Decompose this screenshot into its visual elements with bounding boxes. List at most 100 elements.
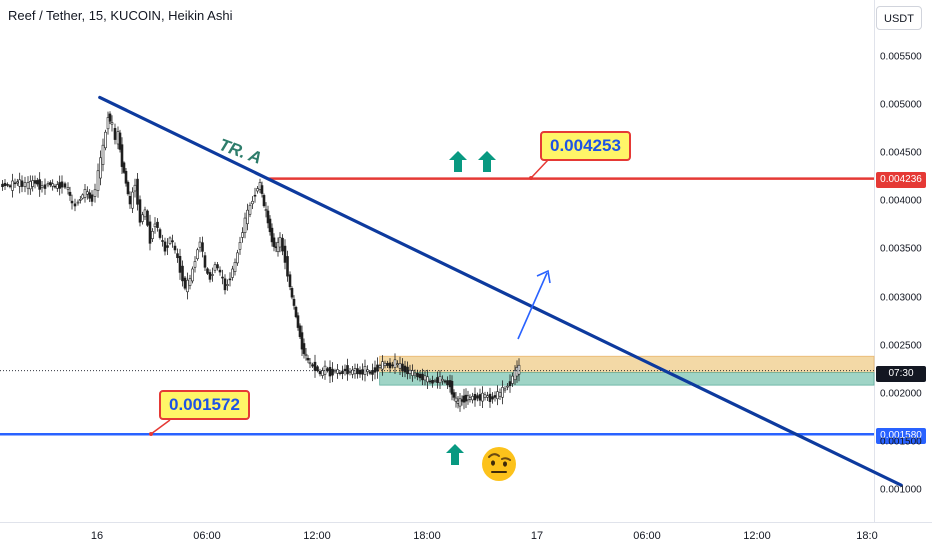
candle-body xyxy=(373,367,377,373)
candle-body xyxy=(124,170,128,184)
candle-body xyxy=(104,131,107,149)
candle-body xyxy=(203,255,207,268)
candle-body xyxy=(43,184,47,189)
candle-body xyxy=(66,187,70,190)
candle-body xyxy=(454,397,458,402)
candle-body xyxy=(49,182,52,186)
up-arrow-icon xyxy=(446,444,464,465)
candle-body xyxy=(302,343,306,354)
candle-body xyxy=(401,363,404,372)
candle-body xyxy=(398,363,402,369)
candle-body xyxy=(213,264,217,271)
candle-body xyxy=(106,117,110,130)
candle-body xyxy=(153,223,157,228)
candle-body xyxy=(418,373,422,379)
candle-body xyxy=(193,261,197,268)
candle-body xyxy=(96,170,100,191)
currency-button[interactable]: USDT xyxy=(876,6,922,30)
candle-body xyxy=(40,185,44,189)
support-callout: 0.001572 xyxy=(159,390,250,420)
candle-body xyxy=(468,397,472,400)
candle-body xyxy=(122,162,126,173)
candle-body xyxy=(1,183,4,188)
candle-body xyxy=(236,252,239,264)
candle-body xyxy=(508,381,512,387)
zone-lower xyxy=(379,372,875,386)
candle-body xyxy=(31,180,34,187)
candle-body xyxy=(286,256,289,277)
up-arrow-icon xyxy=(478,151,496,172)
candle-body xyxy=(388,362,392,369)
x-tick-label: 16 xyxy=(90,530,104,542)
candle-body xyxy=(346,365,349,375)
y-tick-label: 0.005000 xyxy=(880,99,922,111)
resistance-callout-pointer xyxy=(530,159,549,179)
x-tick-label: 06:00 xyxy=(633,530,661,542)
candle-body xyxy=(116,131,120,145)
candle-body xyxy=(358,369,362,375)
x-tick-label: 12:00 xyxy=(743,530,771,542)
candle-body xyxy=(496,391,499,400)
candle-body xyxy=(478,394,482,401)
candle-body xyxy=(26,182,30,189)
candle-body xyxy=(483,394,487,398)
candle-body xyxy=(393,359,397,368)
y-tick-label: 0.003500 xyxy=(880,243,922,255)
x-tick-label: 17 xyxy=(530,530,544,542)
projection-arrow xyxy=(517,272,548,340)
candle-body xyxy=(201,242,204,252)
candle-body xyxy=(238,242,242,250)
candle-body xyxy=(218,269,222,273)
candle-body xyxy=(268,218,272,233)
x-tick-label: 06:00 xyxy=(193,530,221,542)
candle-body xyxy=(33,180,37,184)
candle-body xyxy=(18,179,21,187)
candle-body xyxy=(126,182,130,195)
candle-body xyxy=(446,380,449,386)
candle-body xyxy=(3,182,7,187)
candle-body xyxy=(86,191,89,195)
candle-body xyxy=(278,237,282,248)
candle-body xyxy=(211,274,214,276)
candle-body xyxy=(331,368,334,376)
candle-body xyxy=(438,376,442,384)
candle-body xyxy=(341,370,344,374)
candle-body xyxy=(216,264,219,269)
support-callout-pointer xyxy=(150,419,171,435)
candle-body xyxy=(368,371,372,374)
candle-body xyxy=(133,184,137,192)
candle-body xyxy=(296,315,300,328)
candle-body xyxy=(228,278,232,281)
candle-body xyxy=(356,368,359,375)
candle-body xyxy=(481,392,484,402)
candle-body xyxy=(143,209,147,218)
candle-body xyxy=(491,396,494,400)
candle-body xyxy=(90,194,94,202)
candle-body xyxy=(386,363,389,366)
candle-body xyxy=(168,237,172,244)
candle-body xyxy=(81,194,84,199)
zone-upper xyxy=(379,355,875,374)
candle-body xyxy=(311,364,314,367)
candle-body xyxy=(136,178,139,205)
candle-body xyxy=(423,375,427,381)
candle-body xyxy=(226,284,229,286)
candle-body xyxy=(517,364,521,375)
candle-body xyxy=(313,361,317,371)
candle-body xyxy=(476,395,479,399)
candle-body xyxy=(56,184,59,189)
y-tick-label: 0.001500 xyxy=(880,436,922,448)
candle-body xyxy=(118,132,122,150)
candle-body xyxy=(333,370,337,373)
candle-body xyxy=(452,392,456,398)
candle-body xyxy=(233,262,237,272)
candle-body xyxy=(58,182,61,189)
candle-body xyxy=(376,364,379,372)
candle-body xyxy=(428,380,432,383)
candle-body xyxy=(396,363,399,365)
trendline[interactable] xyxy=(98,95,903,487)
candle-body xyxy=(178,255,182,273)
candle-body xyxy=(110,122,114,125)
candle-body xyxy=(272,237,276,247)
